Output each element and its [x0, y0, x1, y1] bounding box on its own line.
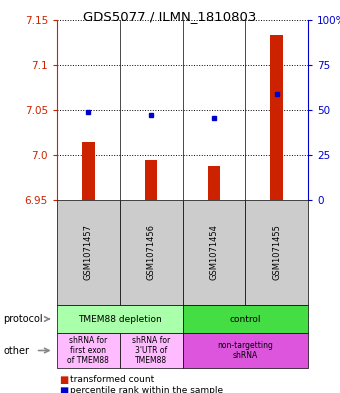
Text: control: control [230, 314, 261, 323]
Text: GDS5077 / ILMN_1810803: GDS5077 / ILMN_1810803 [83, 10, 257, 23]
Text: ■: ■ [59, 375, 68, 385]
Text: GSM1071455: GSM1071455 [272, 224, 281, 281]
Text: other: other [3, 345, 29, 356]
Bar [270, 35, 283, 200]
Text: ■: ■ [59, 386, 68, 393]
Text: non-targetting
shRNA: non-targetting shRNA [217, 341, 273, 360]
Text: transformed count: transformed count [70, 375, 154, 384]
Bar [145, 160, 157, 200]
Text: TMEM88 depletion: TMEM88 depletion [78, 314, 162, 323]
Text: protocol: protocol [3, 314, 43, 324]
Text: GSM1071454: GSM1071454 [209, 224, 218, 281]
Text: GSM1071457: GSM1071457 [84, 224, 93, 281]
Text: GSM1071456: GSM1071456 [147, 224, 156, 281]
Text: percentile rank within the sample: percentile rank within the sample [70, 386, 223, 393]
Text: shRNA for
3'UTR of
TMEM88: shRNA for 3'UTR of TMEM88 [132, 336, 170, 365]
Bar [208, 166, 220, 200]
Text: shRNA for
first exon
of TMEM88: shRNA for first exon of TMEM88 [67, 336, 109, 365]
Bar [82, 141, 95, 200]
